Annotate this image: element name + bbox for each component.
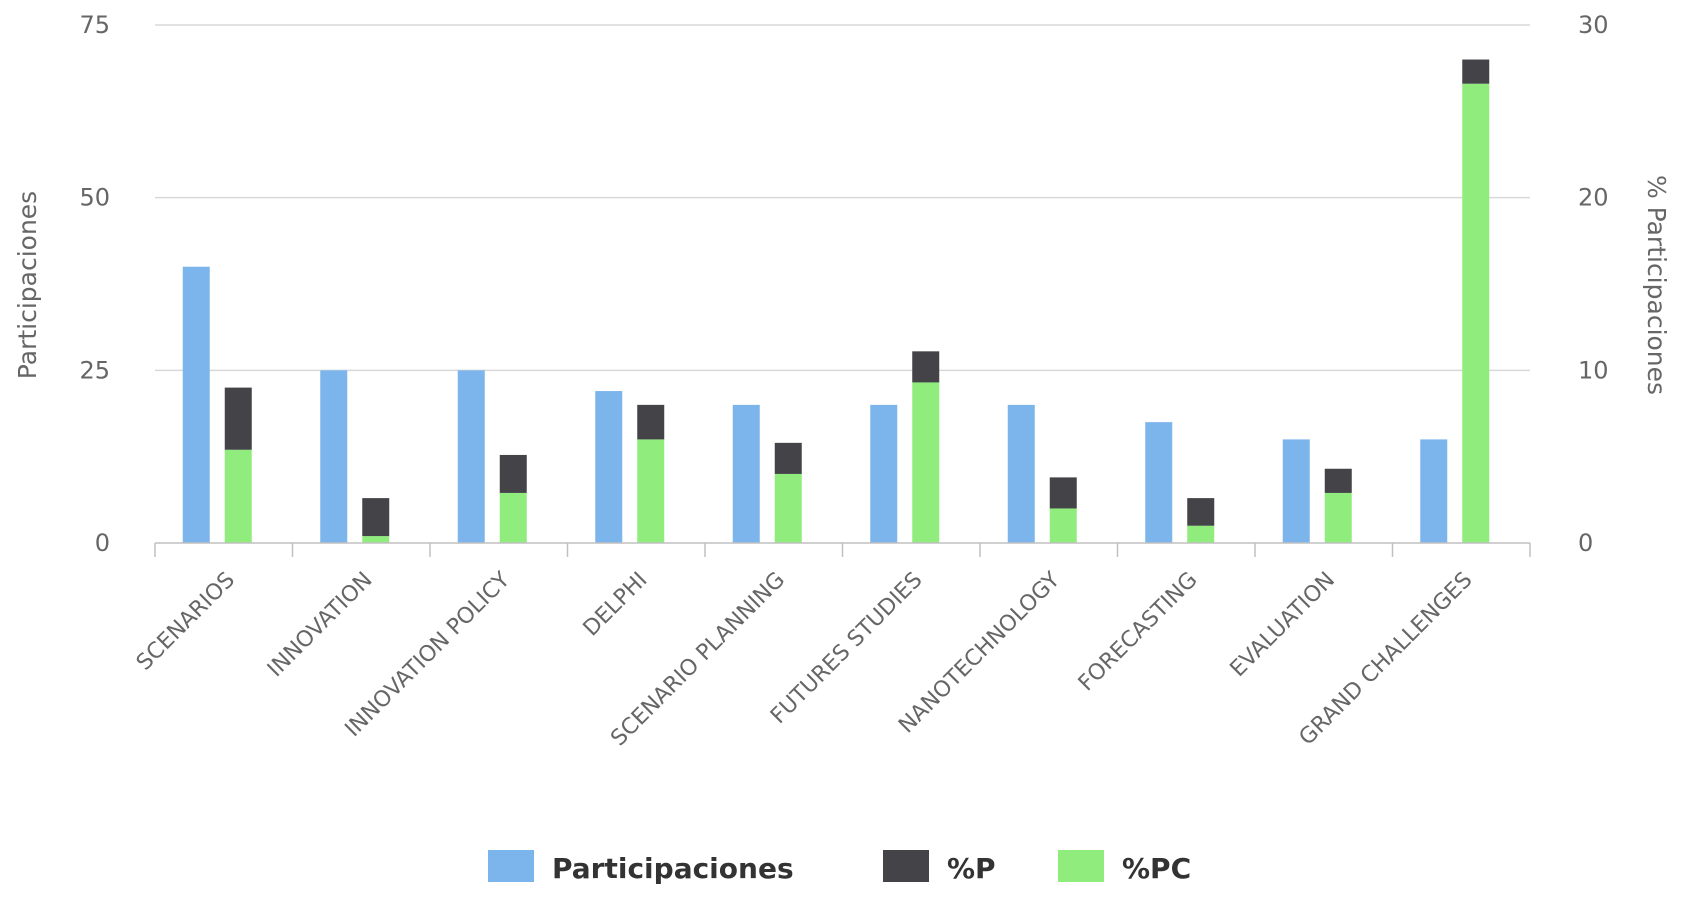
bar-pct-pc (1324, 492, 1352, 543)
gridlines (155, 24, 1530, 372)
x-axis (154, 542, 1531, 557)
bar-pct-p (362, 498, 390, 537)
bar-participaciones (1282, 439, 1310, 543)
bar-pct-p (637, 404, 665, 440)
bar-pct-p (1462, 59, 1490, 84)
bar-participaciones (1007, 404, 1035, 543)
right-axis-ticks: 0 10 20 30 (1578, 11, 1609, 557)
bar-pct-p (224, 387, 252, 450)
left-tick-label: 50 (79, 184, 110, 212)
category-label: FORECASTING (1074, 568, 1203, 697)
right-axis-title: % Participaciones (1642, 175, 1671, 395)
bar-pct-pc (224, 449, 252, 543)
category-label: EVALUATION (1226, 568, 1340, 682)
right-tick-label: 0 (1578, 529, 1593, 557)
left-axis-title: Participaciones (13, 191, 42, 379)
bar-pct-pc (1049, 508, 1077, 543)
bar-pct-p (774, 442, 802, 474)
bars (182, 59, 1490, 543)
category-label: INNOVATION (263, 568, 378, 683)
bar-pct-p (499, 454, 527, 493)
bar-pct-pc (499, 492, 527, 543)
bar-pct-pc (774, 473, 802, 543)
legend-label: %PC (1122, 852, 1191, 885)
bar-pct-p (912, 351, 940, 383)
legend-swatch (1058, 850, 1104, 882)
bar-pct-pc (1187, 525, 1215, 543)
legend-label: Participaciones (552, 852, 794, 885)
category-label: FUTURES STUDIES (766, 568, 927, 729)
bar-participaciones (732, 404, 760, 543)
right-tick-label: 30 (1578, 11, 1609, 39)
legend-label: %P (947, 852, 996, 885)
bar-pct-p (1187, 498, 1215, 526)
left-axis-ticks: 0 25 50 75 (79, 11, 110, 557)
left-tick-label: 25 (79, 356, 110, 384)
left-tick-label: 75 (79, 11, 110, 39)
left-tick-label: 0 (95, 529, 110, 557)
bar-participaciones (870, 404, 898, 543)
legend: Participaciones %P %PC (488, 850, 1191, 885)
bar-participaciones (457, 370, 485, 543)
bar-pct-p (1049, 477, 1077, 509)
right-tick-label: 10 (1578, 356, 1609, 384)
category-label: DELPHI (579, 568, 653, 642)
right-tick-label: 20 (1578, 184, 1609, 212)
legend-swatch (883, 850, 929, 882)
bar-pct-pc (912, 382, 940, 543)
bar-pct-p (1324, 468, 1352, 493)
bar-pct-pc (362, 536, 390, 543)
bar-pct-pc (1462, 83, 1490, 543)
bar-participaciones (320, 370, 348, 543)
bar-participaciones (595, 391, 623, 543)
category-label: SCENARIOS (132, 568, 240, 676)
bar-participaciones (1420, 439, 1448, 543)
bar-pct-pc (637, 439, 665, 543)
bar-participaciones (182, 266, 210, 543)
category-label: NANOTECHNOLOGY (894, 567, 1065, 738)
legend-swatch (488, 850, 534, 882)
bar-participaciones (1145, 422, 1173, 543)
